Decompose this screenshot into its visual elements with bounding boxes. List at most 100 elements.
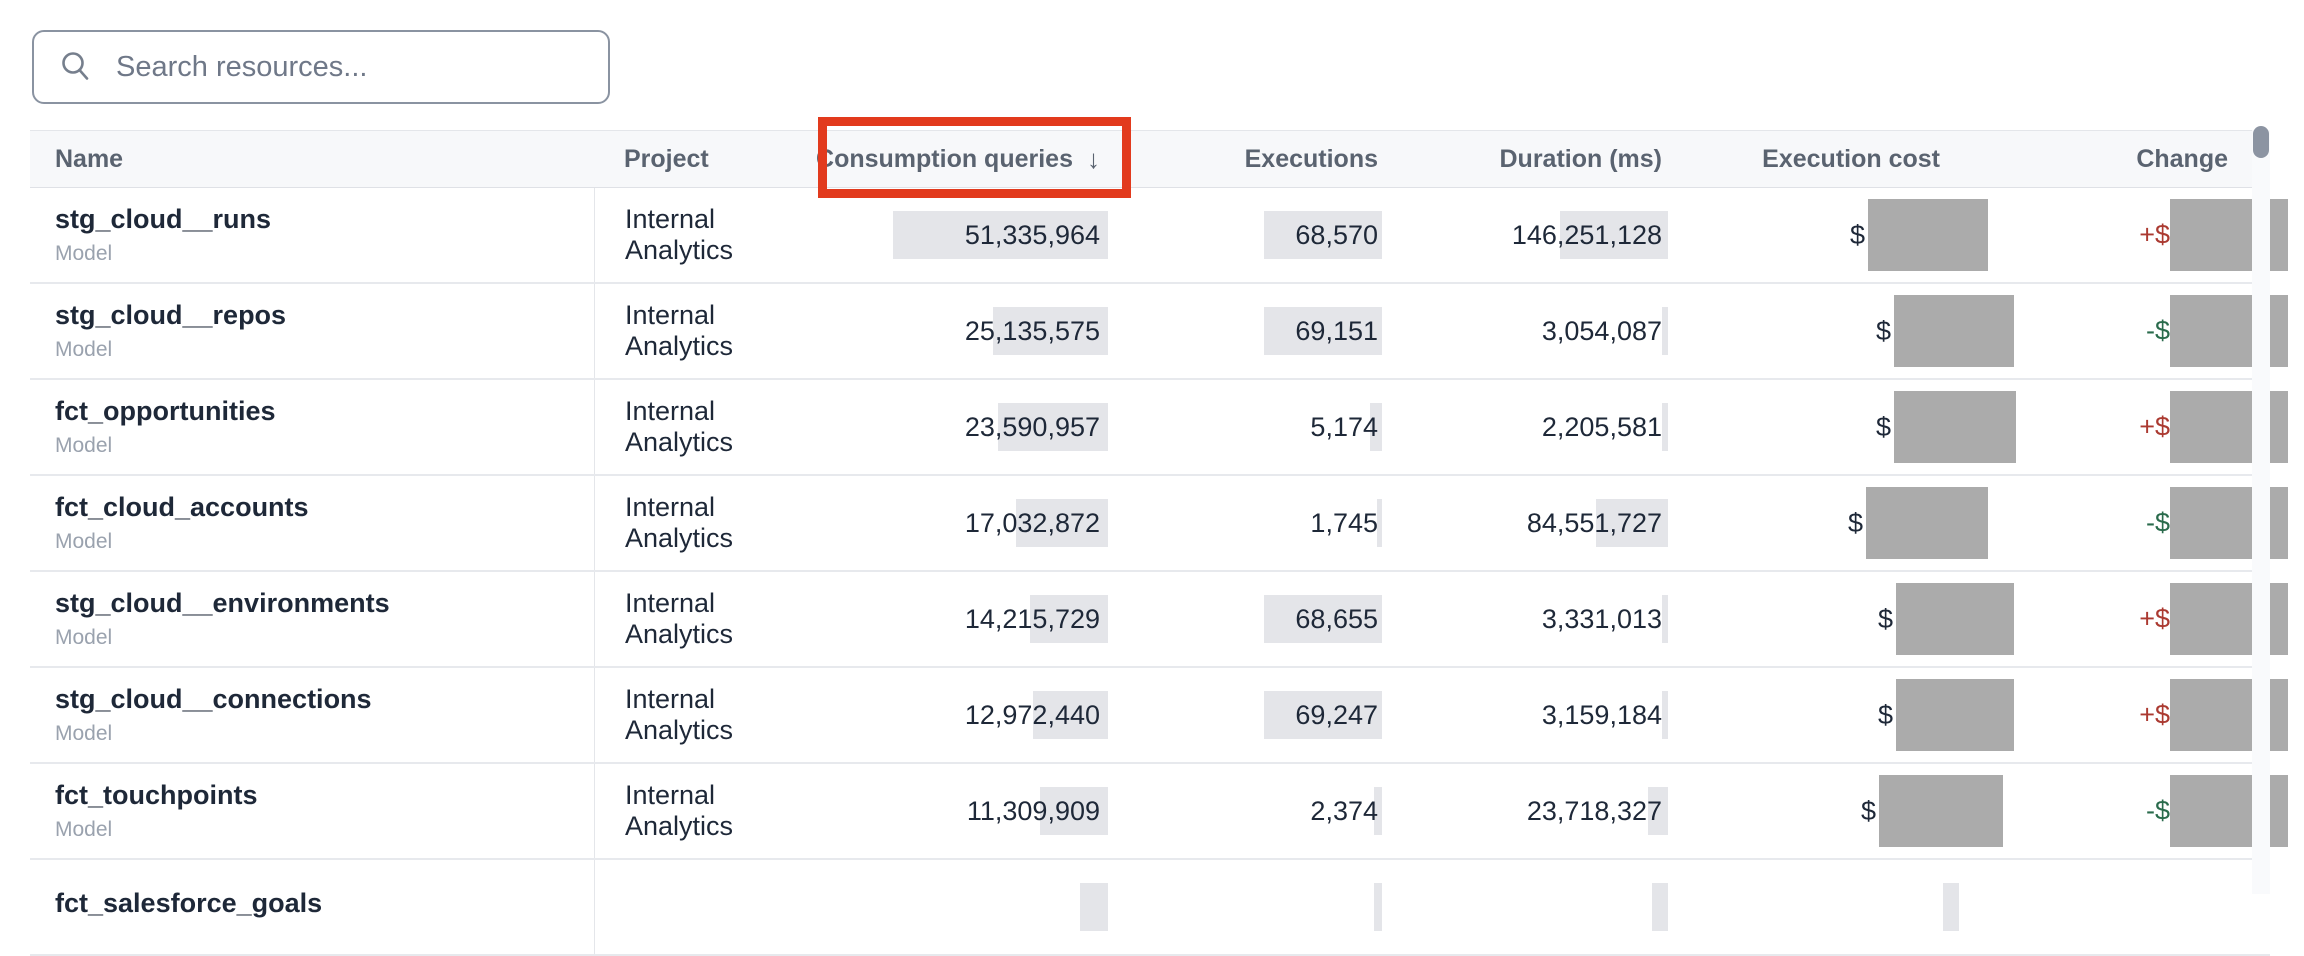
change-sign: +$ [2139,411,2170,442]
table-row[interactable]: stg_cloud__repos Model Internal Analytic… [30,284,2288,380]
redaction-box [1894,295,2014,367]
change-cell: +$ [2020,380,2288,474]
change-sign: +$ [2139,699,2170,730]
value-highlight-bar [1662,403,1668,451]
change-sign: +$ [2139,603,2170,634]
column-header-label: Consumption queries [816,144,1073,173]
value-highlight-bar [1652,883,1668,931]
value-highlight-bar [1370,403,1382,451]
currency-symbol: $ [1877,603,1893,634]
currency-symbol: $ [1875,315,1891,346]
consumption-queries-cell: 25,135,575 [820,284,1110,378]
consumption-queries-value: 17,032,872 [964,507,1100,538]
value-highlight-bar [1080,883,1108,931]
redaction-box [1879,775,2003,847]
column-header-executions[interactable]: Executions [1244,144,1378,173]
currency-symbol: $ [1849,219,1865,250]
executions-value: 69,151 [1295,315,1378,346]
project-name: Internal Analytics [625,492,734,553]
resource-name: stg_cloud__environments [55,587,390,618]
currency-symbol: $ [1875,411,1891,442]
change-sign: +$ [2139,219,2170,250]
consumption-queries-value: 51,335,964 [964,219,1100,250]
executions-cell: 5,174 [1110,380,1382,474]
duration-cell [1382,860,1670,954]
consumption-queries-cell: 12,972,440 [820,668,1110,762]
scrollbar-track[interactable] [2252,130,2270,894]
name-cell: stg_cloud__environments Model [30,572,594,666]
table-header-row: Name Project Consumption queries ↓ Execu… [30,130,2270,188]
duration-value: 23,718,327 [1526,795,1662,826]
table-body: stg_cloud__runs Model Internal Analytics… [30,188,2288,956]
resource-type: Model [55,338,113,362]
resource-type: Model [55,722,113,746]
search-box [32,30,610,104]
column-header-project[interactable]: Project [624,144,709,173]
resources-table: Name Project Consumption queries ↓ Execu… [30,130,2288,956]
consumption-queries-value: 23,590,957 [964,411,1100,442]
value-highlight-bar [1648,787,1668,835]
consumption-queries-cell: 17,032,872 [820,476,1110,570]
value-highlight-bar [1662,307,1668,355]
consumption-queries-cell: 51,335,964 [820,188,1110,282]
resource-name: fct_cloud_accounts [55,491,309,522]
column-header-duration[interactable]: Duration (ms) [1499,144,1663,173]
executions-cell: 2,374 [1110,764,1382,858]
executions-cell: 69,151 [1110,284,1382,378]
execution-cost-cell [1670,860,2020,954]
executions-value: 68,655 [1295,603,1378,634]
redaction-box [2170,775,2288,847]
change-cell: +$ [2020,668,2288,762]
name-cell: fct_salesforce_goals [30,860,594,954]
column-header-execution-cost[interactable]: Execution cost [1762,144,1940,173]
duration-cell: 23,718,327 [1382,764,1670,858]
executions-value: 1,745 [1310,507,1378,538]
duration-cell: 3,054,087 [1382,284,1670,378]
resource-name: stg_cloud__connections [55,683,372,714]
change-sign: -$ [2145,795,2170,826]
change-cell [2020,860,2270,954]
redaction-box [2170,199,2288,271]
project-name: Internal Analytics [625,204,734,265]
resource-name: fct_salesforce_goals [55,887,323,918]
value-highlight-bar [1560,211,1668,259]
name-cell: fct_cloud_accounts Model [30,476,594,570]
table-row[interactable]: stg_cloud__runs Model Internal Analytics… [30,188,2288,284]
column-header-change[interactable]: Change [2136,144,2228,173]
duration-value: 2,205,581 [1541,411,1662,442]
resource-type: Model [55,626,113,650]
column-header-consumption-queries[interactable]: Consumption queries ↓ [816,131,1110,187]
value-highlight-bar [1662,595,1668,643]
table-row[interactable]: fct_opportunities Model Internal Analyti… [30,380,2288,476]
table-row[interactable]: fct_salesforce_goals [30,860,2270,956]
scrollbar-thumb[interactable] [2253,126,2269,158]
change-cell: -$ [2020,764,2288,858]
resource-name: stg_cloud__runs [55,203,272,234]
project-cell: Internal Analytics [594,284,820,378]
column-header-name[interactable]: Name [55,144,124,173]
redaction-box [1894,391,2016,463]
name-cell: fct_touchpoints Model [30,764,594,858]
duration-value: 146,251,128 [1511,219,1662,250]
redaction-box [2170,679,2288,751]
consumption-queries-cell: 14,215,729 [820,572,1110,666]
execution-cost-cell: $ [1670,476,2020,570]
value-highlight-bar [998,403,1108,451]
currency-symbol: $ [1847,507,1863,538]
executions-value: 2,374 [1310,795,1378,826]
table-row[interactable]: fct_cloud_accounts Model Internal Analyt… [30,476,2288,572]
redaction-box [2170,391,2288,463]
executions-cell: 68,570 [1110,188,1382,282]
table-row[interactable]: stg_cloud__environments Model Internal A… [30,572,2288,668]
table-row[interactable]: stg_cloud__connections Model Internal An… [30,668,2288,764]
change-sign: -$ [2145,507,2170,538]
duration-cell: 3,159,184 [1382,668,1670,762]
search-input[interactable] [114,36,608,98]
resource-type: Model [55,242,113,266]
value-highlight-bar [1040,787,1108,835]
consumption-queries-value: 12,972,440 [964,699,1100,730]
project-cell: Internal Analytics [594,476,820,570]
table-row[interactable]: fct_touchpoints Model Internal Analytics… [30,764,2288,860]
redaction-box [2170,295,2288,367]
execution-cost-cell: $ [1670,380,2020,474]
